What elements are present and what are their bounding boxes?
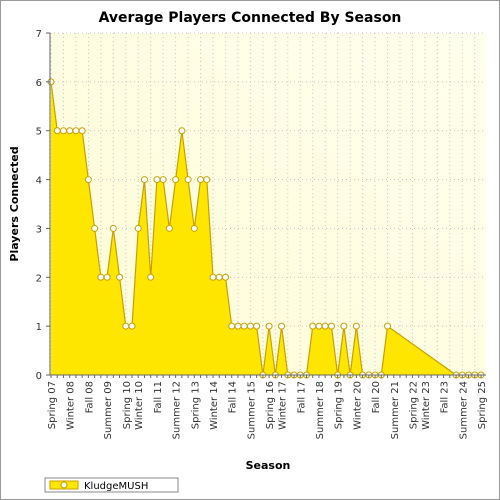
data-point <box>203 176 211 184</box>
y-tick-label: 1 <box>36 322 42 333</box>
x-tick-label: Fall 23 <box>440 381 451 413</box>
y-axis-title: Players Connected <box>8 146 21 261</box>
data-point <box>228 322 236 330</box>
series-area <box>51 81 481 375</box>
data-point <box>153 176 161 184</box>
x-tick-label: Fall 17 <box>296 381 307 413</box>
x-tick-label: Spring 22 <box>408 381 419 429</box>
x-tick-label: Spring 19 <box>334 381 345 429</box>
data-point <box>134 224 142 232</box>
x-tick-label: Summer 09 <box>103 381 114 439</box>
x-tick-label: Winter 23 <box>421 381 432 430</box>
data-point <box>246 322 254 330</box>
y-axis-ticks: 0 1 2 3 4 5 6 7 <box>36 29 50 382</box>
x-tick-label: Winter 17 <box>278 381 289 430</box>
data-point <box>78 127 86 135</box>
x-tick-label: Winter 10 <box>134 381 145 430</box>
x-tick-label: Spring 25 <box>477 381 488 429</box>
x-tick-label: Summer 15 <box>246 381 257 439</box>
x-tick-label: Winter 20 <box>352 381 363 430</box>
x-tick-label: Winter 14 <box>209 381 220 430</box>
x-tick-label: Fall 11 <box>153 381 164 413</box>
y-tick-label: 7 <box>36 29 42 40</box>
data-point <box>327 322 335 330</box>
data-point <box>72 127 80 135</box>
data-point <box>178 127 186 135</box>
data-point <box>340 322 348 330</box>
data-point <box>197 176 205 184</box>
data-point <box>59 127 67 135</box>
axes <box>49 33 486 376</box>
x-axis-ticks: Spring 07 Winter 08 Fall 08 Summer 09 Spring… <box>47 375 488 439</box>
data-point <box>309 322 317 330</box>
y-tick-label: 3 <box>36 224 42 235</box>
data-point <box>140 176 148 184</box>
data-point <box>209 273 217 281</box>
data-point <box>91 224 99 232</box>
legend-label: KludgeMUSH <box>84 481 148 492</box>
y-tick-label: 0 <box>36 371 42 382</box>
data-point <box>97 273 105 281</box>
x-tick-label: Spring 10 <box>122 381 133 429</box>
x-tick-label: Fall 14 <box>228 381 239 413</box>
x-tick-label: Fall 08 <box>84 381 95 413</box>
x-tick-label: Summer 18 <box>315 381 326 439</box>
data-point <box>253 322 261 330</box>
data-point <box>265 322 273 330</box>
data-point <box>66 127 74 135</box>
data-point <box>321 322 329 330</box>
data-point <box>215 273 223 281</box>
x-tick-label: Spring 13 <box>190 381 201 429</box>
legend-marker <box>60 481 68 489</box>
data-point <box>240 322 248 330</box>
x-tick-label: Summer 24 <box>458 381 469 439</box>
data-point <box>84 176 92 184</box>
legend: KludgeMUSH <box>44 477 179 493</box>
data-point <box>184 176 192 184</box>
y-tick-label: 5 <box>36 127 42 138</box>
data-point <box>53 127 61 135</box>
data-point <box>147 273 155 281</box>
data-point <box>122 322 130 330</box>
x-tick-label: Fall 20 <box>371 381 382 413</box>
x-tick-label: Spring 07 <box>47 381 58 429</box>
x-tick-label: Summer 21 <box>390 381 401 439</box>
chart-title: Average Players Connected By Season <box>99 10 402 26</box>
y-tick-label: 4 <box>36 176 42 187</box>
data-point <box>234 322 242 330</box>
x-axis-title: Season <box>246 459 291 472</box>
data-point <box>128 322 136 330</box>
y-tick-label: 6 <box>36 78 42 89</box>
data-point <box>116 273 124 281</box>
data-point <box>221 273 229 281</box>
y-tick-label: 2 <box>36 273 42 284</box>
data-point <box>103 273 111 281</box>
data-point <box>190 224 198 232</box>
data-point <box>172 176 180 184</box>
x-tick-label: Spring 16 <box>265 381 276 429</box>
data-point <box>165 224 173 232</box>
data-point <box>384 322 392 330</box>
data-point <box>352 322 360 330</box>
data-point <box>159 176 167 184</box>
data-point <box>315 322 323 330</box>
x-tick-label: Summer 12 <box>172 381 183 439</box>
x-tick-label: Winter 08 <box>66 381 77 430</box>
data-point <box>278 322 286 330</box>
data-point <box>109 224 117 232</box>
